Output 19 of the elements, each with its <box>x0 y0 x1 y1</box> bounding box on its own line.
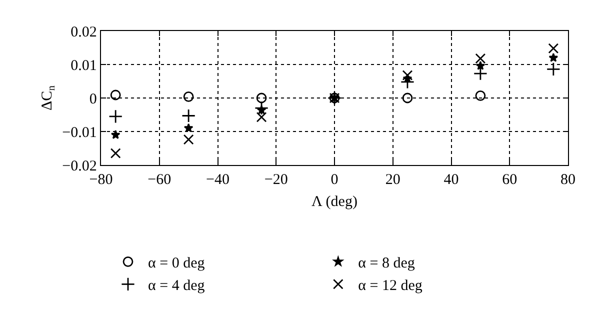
legend-label: α = 12 deg <box>358 278 423 294</box>
y-tick-label: −0.01 <box>62 124 97 141</box>
x-tick-label: −40 <box>206 172 230 188</box>
x-tick-label: 60 <box>502 172 518 188</box>
x-tick-label: −20 <box>264 172 288 188</box>
legend-label: α = 4 deg <box>148 278 206 294</box>
y-tick-label: −0.02 <box>62 158 97 174</box>
legend-label: α = 0 deg <box>148 256 206 272</box>
legend-label: α = 8 deg <box>358 256 416 272</box>
x-tick-label: 0 <box>330 172 338 188</box>
x-tick-label: −60 <box>148 172 172 188</box>
x-tick-label: 80 <box>560 172 576 188</box>
x-tick-label: −80 <box>89 172 113 188</box>
x-tick-label: 40 <box>444 172 459 188</box>
y-tick-label: 0 <box>89 91 97 108</box>
x-tick-label: 20 <box>385 172 400 188</box>
y-tick-label: 0.02 <box>70 24 97 40</box>
x-axis-title: Λ (deg) <box>312 194 358 210</box>
y-tick-label: 0.01 <box>70 58 97 74</box>
